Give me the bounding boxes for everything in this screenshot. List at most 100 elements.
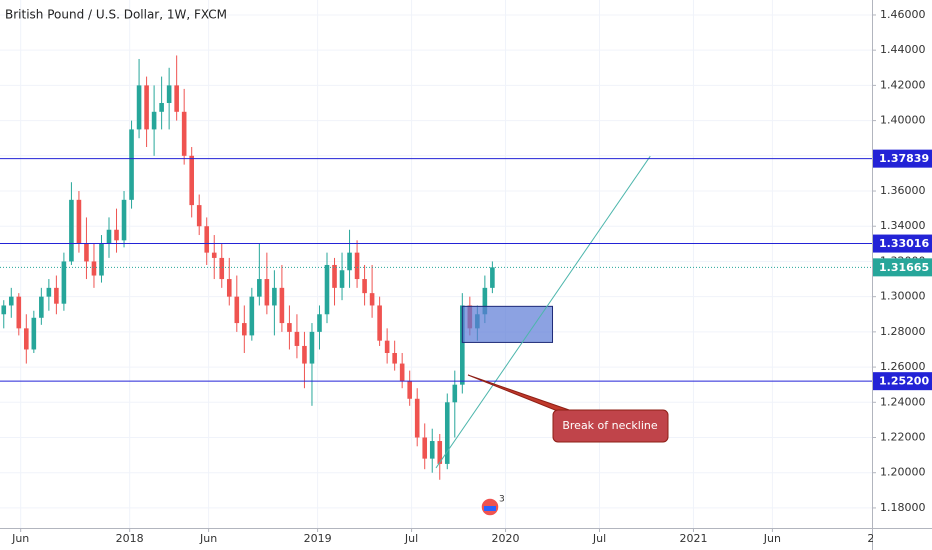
candle-body [106, 229, 112, 244]
candle-body [31, 317, 37, 350]
candle-body [332, 264, 337, 288]
candle-body [482, 287, 488, 315]
annotation: Break of neckline [467, 374, 669, 443]
x-tick-label: Jun [763, 532, 781, 545]
candle-body [324, 264, 330, 315]
badge-count: 3 [499, 495, 505, 505]
price-tag [873, 149, 932, 168]
annotation-box [552, 409, 669, 443]
y-tick-label: 1.22000 [880, 431, 926, 444]
candle-body [460, 305, 465, 385]
candle-body [437, 441, 443, 464]
candle-body [242, 323, 247, 336]
candle-body [279, 287, 285, 324]
x-tick-label: Jun [199, 532, 217, 545]
candle-body [61, 261, 67, 304]
candle-body [16, 296, 22, 329]
candle-body [444, 402, 450, 464]
y-tick-label: 1.26000 [880, 360, 926, 373]
candle-body [429, 441, 435, 459]
candle-body [339, 270, 345, 288]
x-tick-label: 2021 [679, 532, 707, 545]
candle-body [1, 305, 7, 315]
price-tag-label: 1.37839 [879, 152, 929, 165]
candle-body [84, 243, 89, 262]
candle-body [204, 226, 210, 253]
candle-body [196, 205, 202, 227]
candle-body [114, 229, 119, 241]
candle-body [362, 279, 367, 294]
candle-body [309, 331, 315, 364]
candle-body [384, 340, 390, 353]
x-tick-label: Jul [592, 532, 606, 545]
candle-body [249, 296, 255, 336]
candle-body [422, 437, 428, 459]
candle-body [189, 155, 194, 206]
candle-body [211, 252, 217, 258]
candle-body [272, 287, 277, 306]
y-tick-label: 1.28000 [880, 325, 926, 338]
x-tick-label: 2018 [116, 532, 144, 545]
price-tag-label: 1.25200 [879, 375, 929, 388]
candle-body [490, 267, 495, 288]
price-tag [873, 372, 932, 391]
price-tag-label: 1.33016 [879, 237, 929, 250]
x-tick-label: Jun [11, 532, 29, 545]
axis-corner [873, 529, 932, 550]
candle-body [392, 352, 397, 364]
candle-body [317, 314, 322, 332]
candle-body [99, 243, 104, 276]
candle-body [46, 287, 52, 297]
candle-body [54, 287, 59, 304]
candle-body [8, 296, 14, 306]
y-tick-label: 1.18000 [880, 501, 926, 514]
candle-body [294, 331, 300, 346]
candle-body [302, 345, 307, 364]
x-tick-label: Jul [404, 532, 418, 545]
candle-body [369, 293, 375, 306]
candle-body [234, 296, 240, 324]
events-badge: 3 [480, 495, 505, 517]
candle-body [354, 252, 360, 280]
y-tick-label: 1.34000 [880, 219, 926, 232]
candle-body [166, 85, 172, 103]
price-tag [873, 258, 932, 277]
candle-body [287, 323, 292, 332]
candle-body [136, 85, 142, 130]
candle-body [91, 261, 97, 276]
badge-flag [484, 506, 496, 511]
candle-body [257, 279, 262, 297]
candle-body [129, 129, 134, 200]
candle-body [452, 384, 458, 403]
time-axis [0, 528, 872, 550]
candle-body [414, 398, 420, 438]
plot [0, 0, 872, 528]
candle-body [24, 328, 29, 350]
chart-title: British Pound / U.S. Dollar, 1W, FXCM [5, 8, 227, 22]
y-tick-label: 1.20000 [880, 466, 926, 479]
annotation-text: Break of neckline [562, 419, 658, 432]
x-tick-label: 2019 [304, 532, 332, 545]
y-tick-label: 1.46000 [880, 8, 926, 21]
candle-body [377, 305, 382, 341]
y-tick-label: 1.42000 [880, 78, 926, 91]
candle-body [144, 85, 149, 130]
price-tag-label: 1.31665 [879, 261, 929, 274]
candle-body [151, 111, 157, 130]
candle-body [69, 199, 74, 262]
candle-body [407, 381, 412, 399]
candle-body [76, 199, 82, 244]
candle-body [264, 279, 270, 306]
x-tick-label: 2020 [492, 532, 520, 545]
trendline [435, 155, 651, 469]
y-tick-label: 1.30000 [880, 290, 926, 303]
candle-body [39, 296, 44, 318]
y-tick-label: 1.36000 [880, 184, 926, 197]
y-tick-label: 1.24000 [880, 395, 926, 408]
y-tick-label: 1.40000 [880, 114, 926, 127]
candle-body [181, 111, 187, 156]
candle-body [174, 85, 179, 112]
candle-body [347, 252, 352, 271]
